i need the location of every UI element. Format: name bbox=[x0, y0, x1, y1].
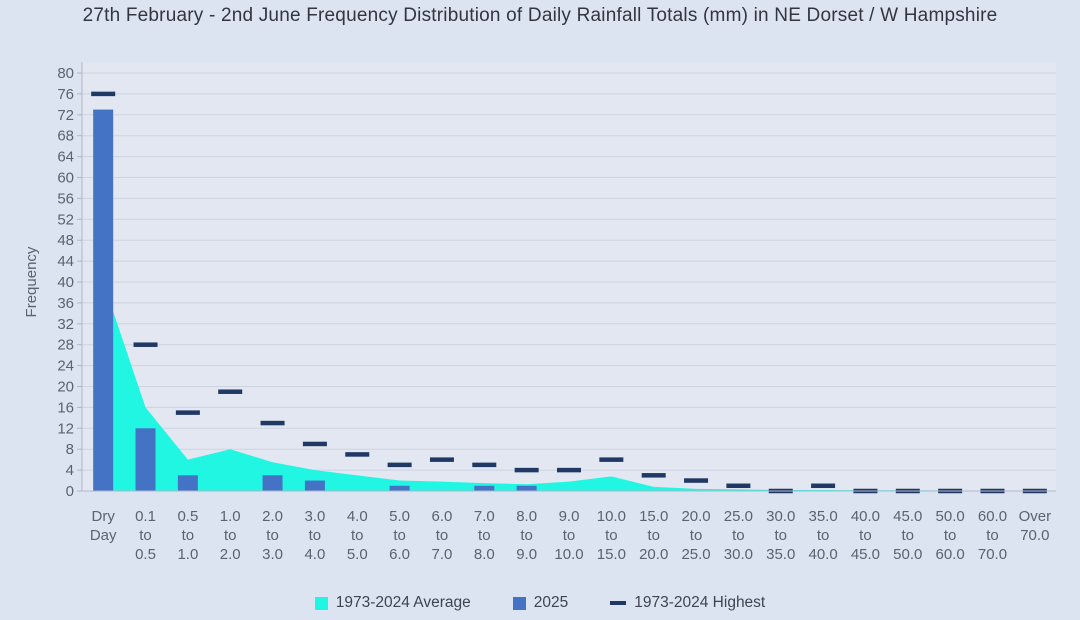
highest-dash bbox=[641, 473, 666, 478]
y-tick-label: 36 bbox=[57, 295, 74, 312]
x-tick-label: 50.0 to 60.0 bbox=[936, 508, 965, 563]
bar-2025-swatch-icon bbox=[512, 596, 526, 610]
highest-dash bbox=[218, 389, 243, 394]
y-tick-label: 76 bbox=[57, 86, 74, 103]
x-tick-label: 0.5 to 1.0 bbox=[177, 508, 198, 563]
x-tick-label: Dry Day bbox=[90, 508, 117, 544]
y-tick-label: 72 bbox=[57, 107, 74, 124]
y-tick-label: 20 bbox=[57, 379, 74, 396]
chart-title: 27th February - 2nd June Frequency Distr… bbox=[82, 5, 998, 26]
highest-dash bbox=[302, 441, 327, 447]
bar-2025 bbox=[135, 428, 156, 491]
highest-dash bbox=[599, 457, 624, 462]
legend-label-average: 1973-2024 Average bbox=[335, 594, 471, 611]
y-tick-label: 28 bbox=[57, 337, 74, 354]
bar-2025 bbox=[516, 485, 537, 491]
highest-dash bbox=[260, 420, 285, 426]
highest-dash-swatch-icon bbox=[610, 601, 627, 605]
highest-dash bbox=[429, 457, 454, 462]
y-tick-label: 8 bbox=[66, 441, 74, 458]
bar-2025 bbox=[304, 480, 325, 491]
highest-dash bbox=[387, 462, 412, 468]
x-tick-label: Over 70.0 bbox=[1019, 508, 1052, 544]
x-tick-label: 40.0 to 45.0 bbox=[851, 508, 880, 563]
highest-dash bbox=[133, 342, 158, 347]
highest-dash bbox=[557, 467, 581, 473]
y-tick-label: 32 bbox=[57, 316, 74, 333]
average-area-swatch-icon bbox=[314, 596, 328, 610]
x-tick-label: 25.0 to 30.0 bbox=[724, 508, 753, 563]
x-tick-label: 7.0 to 8.0 bbox=[474, 508, 495, 563]
bar-2025 bbox=[177, 475, 198, 491]
x-tick-label: 0.1 to 0.5 bbox=[135, 508, 156, 563]
y-tick-label: 60 bbox=[57, 170, 74, 187]
x-tick-label: 30.0 to 35.0 bbox=[766, 508, 795, 563]
y-tick-label: 52 bbox=[57, 211, 74, 228]
legend-label-2025: 2025 bbox=[533, 594, 569, 611]
highest-dash bbox=[345, 452, 370, 457]
x-tick-label: 3.0 to 4.0 bbox=[304, 508, 325, 563]
bar-2025 bbox=[389, 485, 410, 491]
bar-2025 bbox=[474, 485, 495, 491]
highest-dash bbox=[726, 483, 751, 489]
y-tick-label: 16 bbox=[57, 399, 74, 416]
y-tick-label: 68 bbox=[57, 128, 74, 145]
highest-dash bbox=[91, 91, 116, 97]
y-tick-label: 44 bbox=[57, 253, 74, 270]
plot-area bbox=[82, 62, 1056, 491]
legend-item-average: 1973-2024 Average bbox=[314, 594, 471, 612]
highest-dash bbox=[684, 478, 709, 483]
x-tick-label: 15.0 to 20.0 bbox=[639, 508, 668, 563]
x-tick-label: 35.0 to 40.0 bbox=[808, 508, 837, 563]
x-tick-label: 45.0 to 50.0 bbox=[893, 508, 922, 563]
highest-dash bbox=[472, 462, 497, 468]
x-tick-label: 2.0 to 3.0 bbox=[262, 508, 283, 563]
highest-dash bbox=[175, 410, 200, 415]
y-tick-label: 48 bbox=[57, 232, 74, 249]
x-tick-label: 60.0 to 70.0 bbox=[978, 508, 1007, 563]
chart-legend: 1973-2024 Average 2025 1973-2024 Highest bbox=[0, 592, 1080, 614]
y-tick-label: 64 bbox=[57, 149, 74, 166]
x-tick-label: 4.0 to 5.0 bbox=[347, 508, 368, 563]
y-tick-label: 56 bbox=[57, 190, 74, 207]
x-tick-label: 8.0 to 9.0 bbox=[516, 508, 537, 563]
x-tick-label: 6.0 to 7.0 bbox=[432, 508, 453, 563]
bar-2025 bbox=[93, 109, 114, 491]
highest-dash bbox=[811, 483, 836, 489]
y-tick-label: 0 bbox=[66, 483, 74, 500]
x-tick-label: 5.0 to 6.0 bbox=[389, 508, 410, 563]
y-tick-label: 4 bbox=[66, 462, 74, 479]
x-tick-label: 1.0 to 2.0 bbox=[220, 508, 241, 563]
y-axis-title: Frequency bbox=[23, 246, 40, 317]
legend-item-highest: 1973-2024 Highest bbox=[610, 594, 765, 612]
y-tick-label: 40 bbox=[57, 274, 74, 291]
x-tick-label: 20.0 to 25.0 bbox=[681, 508, 710, 563]
legend-label-highest: 1973-2024 Highest bbox=[634, 594, 766, 611]
y-tick-label: 80 bbox=[57, 65, 74, 82]
average-area-series bbox=[103, 282, 1035, 491]
highest-dash bbox=[514, 467, 539, 473]
x-tick-label: 10.0 to 15.0 bbox=[597, 508, 626, 563]
bar-2025 bbox=[262, 475, 283, 491]
x-tick-label: 9.0 to 10.0 bbox=[554, 508, 583, 563]
legend-item-2025: 2025 bbox=[512, 594, 569, 612]
y-tick-label: 24 bbox=[57, 358, 74, 375]
y-tick-label: 12 bbox=[57, 420, 74, 437]
